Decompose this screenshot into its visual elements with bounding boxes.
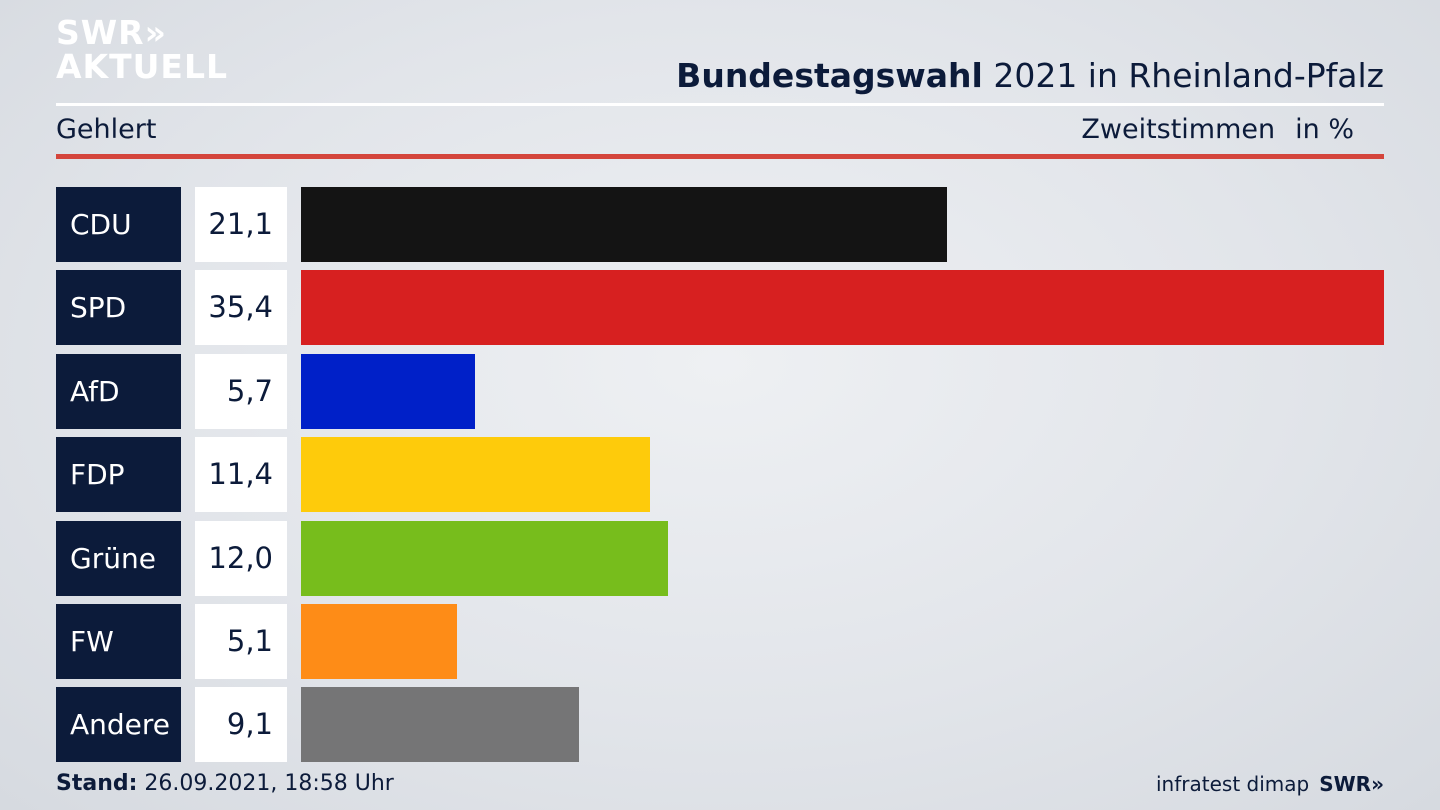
timestamp-label: Stand: [56,771,138,796]
bar [301,187,947,262]
value-label: 5,1 [195,604,287,679]
bar [301,354,475,429]
chart-subtitle: Gehlert [56,114,157,145]
measure-label: Zweitstimmen in % [1081,114,1354,145]
value-label: 5,7 [195,354,287,429]
timestamp: Stand: 26.09.2021, 18:58 Uhr [56,771,394,796]
source-name: infratest dimap [1156,772,1310,796]
chart-title: Bundestagswahl 2021 in Rheinland-Pfalz [676,56,1384,95]
bar [301,270,1384,345]
measure-name: Zweitstimmen [1081,114,1276,145]
value-label: 11,4 [195,437,287,512]
swr-aktuell-logo: SWR» AKTUELL [56,16,228,84]
unit-label: in % [1295,114,1354,145]
value-label: 21,1 [195,187,287,262]
category-label: Andere [56,687,181,762]
value-label: 9,1 [195,687,287,762]
category-label: Grüne [56,521,181,596]
bar [301,437,650,512]
value-label: 12,0 [195,521,287,596]
bar [301,521,668,596]
logo-line-aktuell: AKTUELL [56,47,229,86]
bar [301,687,579,762]
logo-line-swr: SWR» [56,13,166,52]
bar [301,604,457,679]
timestamp-value: 26.09.2021, 18:58 Uhr [144,771,394,796]
chart-title-rest: 2021 in Rheinland-Pfalz [993,56,1384,95]
category-label: FDP [56,437,181,512]
category-label: SPD [56,270,181,345]
source-credit: infratest dimap SWR» [1156,772,1384,796]
value-label: 35,4 [195,270,287,345]
swr-logo-small: SWR» [1319,772,1384,796]
header-divider [56,103,1384,106]
accent-divider [56,154,1384,159]
category-label: FW [56,604,181,679]
category-label: CDU [56,187,181,262]
chart-title-bold: Bundestagswahl [676,56,983,95]
category-label: AfD [56,354,181,429]
